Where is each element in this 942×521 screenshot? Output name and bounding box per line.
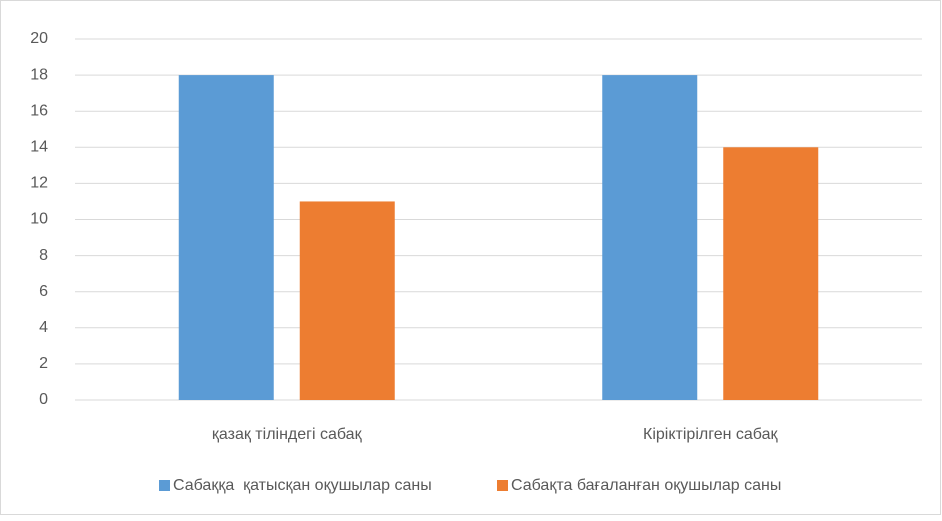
y-tick-label: 0 (39, 391, 48, 408)
y-tick-label: 18 (30, 66, 48, 83)
y-tick-label: 12 (30, 175, 48, 192)
x-tick-label: Кіріктірілген сабақ (643, 426, 778, 443)
legend-swatch (497, 480, 508, 491)
y-tick-label: 10 (30, 211, 48, 228)
y-tick-label: 8 (39, 247, 48, 264)
legend-label: Сабақта бағаланған оқушылар саны (511, 477, 781, 494)
y-tick-label: 20 (30, 30, 48, 47)
legend-swatch (159, 480, 170, 491)
y-tick-label: 2 (39, 355, 48, 372)
bar (723, 147, 819, 400)
y-tick-label: 14 (30, 139, 48, 156)
y-tick-label: 4 (39, 319, 48, 336)
x-tick-label: қазақ тіліндегі сабақ (212, 426, 363, 443)
bar (299, 201, 395, 400)
bar (178, 75, 274, 400)
legend-label: Сабаққа қатысқан оқушылар саны (173, 477, 432, 494)
bar (602, 75, 698, 400)
y-tick-label: 6 (39, 283, 48, 300)
y-tick-label: 16 (30, 102, 48, 119)
